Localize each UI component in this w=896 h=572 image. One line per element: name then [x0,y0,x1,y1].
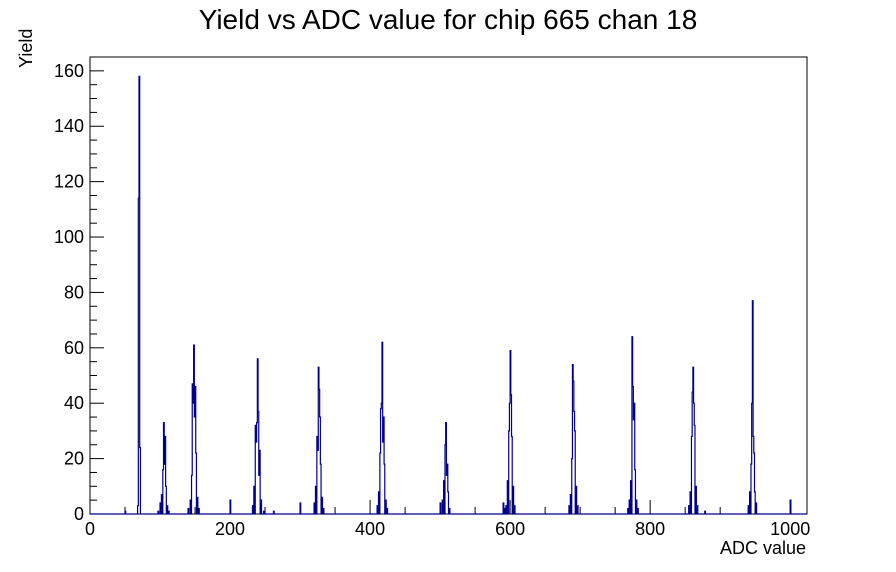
y-tick-label: 100 [54,227,84,247]
y-tick-label: 20 [64,449,84,469]
axis-tick-labels: 0 200 400 600 800 1000 0 20 40 60 80 100 120 140 160 [54,61,810,539]
y-tick-label: 0 [74,504,84,524]
y-tick-label: 40 [64,393,84,413]
x-axis-label: ADC value [719,538,806,558]
histogram-line [90,75,807,515]
x-tick-label: 200 [215,519,245,539]
x-tick-label: 600 [495,519,525,539]
y-tick-label: 120 [54,172,84,192]
y-tick-label: 80 [64,282,84,302]
plot-frame [89,56,808,515]
x-tick-label: 0 [85,519,95,539]
axis-ticks [89,56,791,515]
y-tick-label: 160 [54,61,84,81]
x-tick-label: 400 [355,519,385,539]
chart-title: Yield vs ADC value for chip 665 chan 18 [198,4,698,35]
y-tick-label: 140 [54,116,84,136]
x-tick-label: 1000 [770,519,810,539]
y-tick-label: 60 [64,338,84,358]
x-tick-label: 800 [635,519,665,539]
